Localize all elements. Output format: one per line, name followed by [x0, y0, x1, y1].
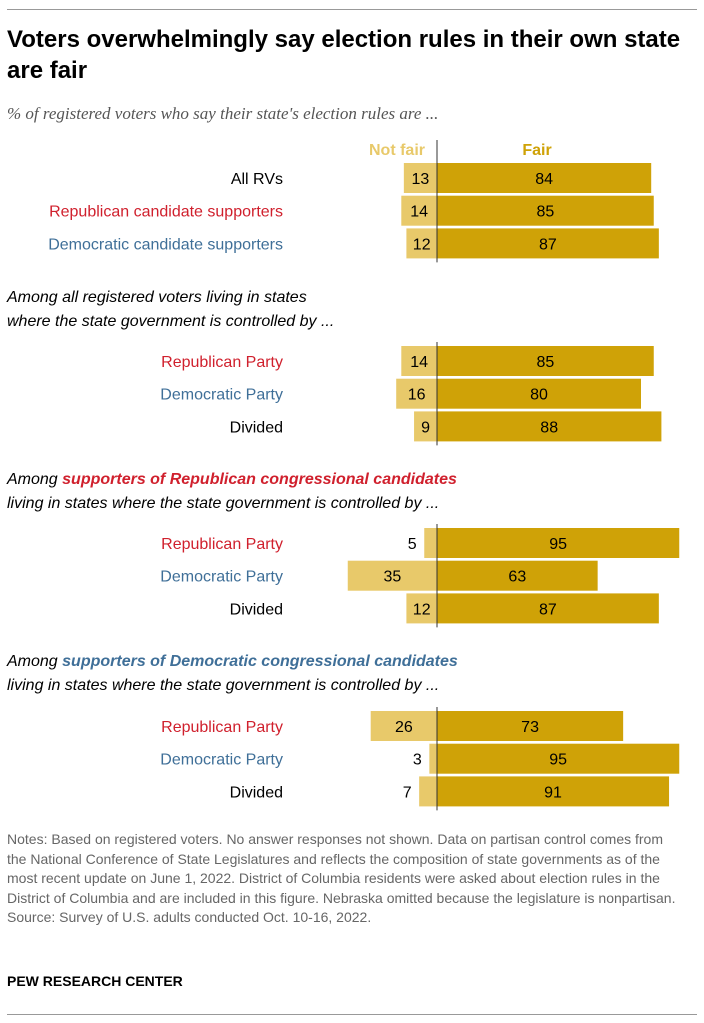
value-label-fair: 88	[540, 419, 558, 436]
category-label: Democratic candidate supporters	[48, 236, 283, 253]
bar-fair	[437, 378, 641, 409]
bottom-rule	[7, 1014, 697, 1015]
intro-text: Among	[6, 653, 62, 670]
category-label: Republican Party	[161, 536, 283, 553]
bar-fair	[437, 195, 654, 226]
bar-fair	[437, 163, 652, 193]
category-label: Democratic Party	[160, 752, 283, 769]
chart-subtitle: % of registered voters who say their sta…	[7, 104, 439, 123]
value-label-not-fair: 35	[383, 569, 401, 586]
bar-not-fair	[429, 743, 437, 774]
bar-not-fair	[403, 163, 437, 193]
bar-fair	[437, 528, 680, 558]
value-label-not-fair: 9	[421, 419, 430, 436]
legend-not-fair: Not fair	[369, 142, 425, 159]
category-label: Divided	[230, 419, 283, 436]
bar-fair	[437, 411, 662, 442]
intro-text: Among all registered voters living in st…	[6, 289, 307, 306]
bar-not-fair	[406, 593, 437, 624]
group-intro-line: Among supporters of Democratic congressi…	[6, 653, 458, 670]
notes-text: Notes: Based on registered voters. No an…	[7, 831, 676, 906]
bar-not-fair	[424, 528, 437, 558]
intro-highlight: supporters of Republican congressional c…	[62, 471, 457, 488]
intro-text: living in states where the state governm…	[7, 677, 439, 694]
chart-notes: Notes: Based on registered voters. No an…	[7, 830, 682, 928]
value-label-fair: 80	[530, 387, 548, 404]
value-label-not-fair: 12	[413, 601, 431, 618]
value-label-fair: 73	[521, 719, 539, 736]
category-label: Democratic Party	[160, 387, 283, 404]
value-label-not-fair: 5	[408, 536, 417, 553]
category-label: Democratic Party	[160, 569, 283, 586]
bar-fair	[437, 776, 670, 807]
value-label-not-fair: 12	[413, 236, 431, 253]
intro-text: living in states where the state governm…	[7, 495, 439, 512]
bar-not-fair	[401, 346, 437, 376]
value-label-not-fair: 26	[395, 719, 413, 736]
top-rule	[7, 9, 697, 10]
intro-text: where the state government is controlled…	[7, 313, 334, 330]
diverging-bar-chart: Not fair Fair All RVs 13 84 Republican candid…	[6, 140, 680, 811]
bar-not-fair	[347, 560, 437, 591]
bar-not-fair	[401, 195, 437, 226]
value-label-not-fair: 14	[410, 204, 428, 221]
value-label-not-fair: 7	[403, 784, 412, 801]
bar-fair	[437, 711, 624, 741]
value-label-fair: 63	[508, 569, 526, 586]
intro-highlight: supporters of Democratic congressional c…	[62, 653, 458, 670]
category-label: Republican candidate supporters	[49, 204, 283, 221]
legend-fair: Fair	[522, 142, 551, 159]
group-intro-line: living in states where the state governm…	[7, 677, 439, 694]
value-label-not-fair: 3	[413, 752, 422, 769]
value-label-fair: 87	[539, 236, 557, 253]
category-label: Republican Party	[161, 354, 283, 371]
group-intro-line: Among all registered voters living in st…	[6, 289, 307, 306]
category-label: Republican Party	[161, 719, 283, 736]
value-label-fair: 85	[536, 354, 554, 371]
bar-not-fair	[396, 378, 437, 409]
value-label-fair: 91	[544, 784, 562, 801]
source-text: Source: Survey of U.S. adults conducted …	[7, 909, 372, 926]
chart-title: Voters overwhelmingly say election rules…	[7, 26, 681, 84]
category-label: All RVs	[231, 171, 283, 188]
value-label-not-fair: 13	[412, 171, 430, 188]
value-label-fair: 85	[536, 204, 554, 221]
value-label-not-fair: 14	[410, 354, 428, 371]
brand-logo-text: PEW RESEARCH CENTER	[7, 973, 183, 989]
bar-not-fair	[419, 776, 437, 807]
intro-text: Among	[6, 471, 62, 488]
group-intro-line: where the state government is controlled…	[7, 313, 334, 330]
value-label-fair: 95	[549, 536, 567, 553]
bar-fair	[437, 743, 680, 774]
bar-not-fair	[370, 711, 437, 741]
bar-fair	[437, 593, 659, 624]
bar-not-fair	[414, 411, 437, 442]
category-label: Divided	[230, 601, 283, 618]
value-label-fair: 87	[539, 601, 557, 618]
value-label-fair: 95	[549, 752, 567, 769]
group-intro-line: Among supporters of Republican congressi…	[6, 471, 457, 488]
bar-fair	[437, 228, 659, 259]
value-label-fair: 84	[535, 171, 553, 188]
value-label-not-fair: 16	[408, 387, 426, 404]
bar-not-fair	[406, 228, 437, 259]
category-label: Divided	[230, 784, 283, 801]
bar-fair	[437, 346, 654, 376]
group-intro-line: living in states where the state governm…	[7, 495, 439, 512]
bar-fair	[437, 560, 598, 591]
